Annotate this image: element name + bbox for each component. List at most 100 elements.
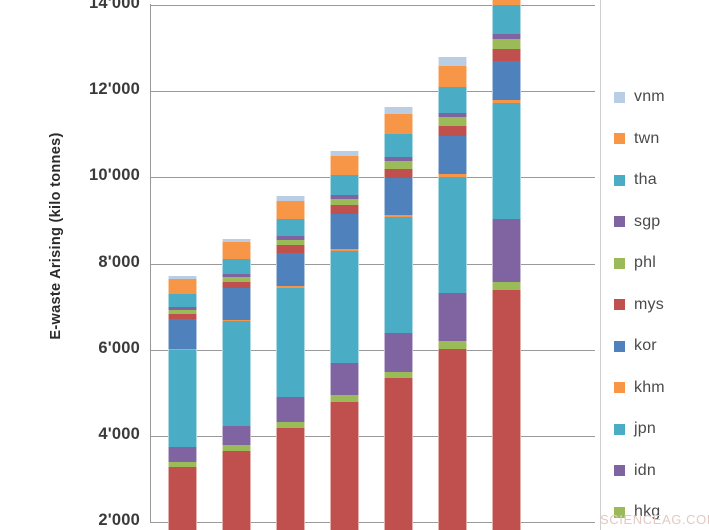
bar-segment-jpn[interactable] (222, 321, 251, 427)
legend-item-kor[interactable]: kor (614, 337, 657, 355)
bar-segment-khm[interactable] (492, 99, 521, 103)
bar-segment-twn[interactable] (168, 278, 197, 295)
bar-segment-kor[interactable] (276, 252, 305, 286)
bar-segment-idn[interactable] (276, 396, 305, 422)
bar-segment-kor[interactable] (384, 178, 413, 215)
bar-segment-jpn[interactable] (276, 287, 305, 397)
bar-segment-kor[interactable] (492, 60, 521, 100)
bar-segment-kor[interactable] (222, 288, 251, 320)
bar-5[interactable] (384, 107, 413, 530)
legend-item-phl[interactable]: phl (614, 254, 656, 272)
bar-segment-kor[interactable] (168, 319, 197, 350)
bar-segment-idn[interactable] (330, 363, 359, 396)
bar-1[interactable] (168, 276, 197, 530)
legend-item-twn[interactable]: twn (614, 130, 660, 148)
legend-item-khm[interactable]: khm (614, 379, 665, 397)
bar-segment-tha[interactable] (222, 259, 251, 274)
bar-segment-jpn[interactable] (438, 177, 467, 294)
bar-segment-hkg[interactable] (276, 421, 305, 428)
legend-item-idn[interactable]: idn (614, 462, 656, 480)
bar-segment-hkg[interactable] (168, 461, 197, 467)
bar-segment-vnm[interactable] (222, 239, 251, 243)
bar-segment-vnm[interactable] (438, 57, 467, 67)
bar-segment-khm[interactable] (222, 319, 251, 322)
bar-segment-tha[interactable] (384, 134, 413, 157)
legend-item-sgp[interactable]: sgp (614, 213, 660, 231)
bar-segment-phl[interactable] (276, 239, 305, 246)
bar-segment-chn[interactable] (168, 466, 197, 530)
bar-segment-chn[interactable] (276, 428, 305, 530)
bar-2[interactable] (222, 239, 251, 530)
bar-segment-idn[interactable] (168, 447, 197, 462)
bar-segment-jpn[interactable] (330, 250, 359, 364)
bar-segment-khm[interactable] (276, 285, 305, 288)
legend-item-tha[interactable]: tha (614, 171, 657, 189)
bar-segment-mys[interactable] (492, 49, 521, 61)
bar-segment-sgp[interactable] (438, 112, 467, 118)
bar-segment-tha[interactable] (438, 86, 467, 113)
bar-segment-twn[interactable] (222, 242, 251, 260)
legend-item-jpn[interactable]: jpn (614, 420, 656, 438)
bar-segment-vnm[interactable] (384, 107, 413, 115)
bar-segment-chn[interactable] (438, 348, 467, 530)
bar-segment-sgp[interactable] (330, 194, 359, 200)
bar-segment-jpn[interactable] (168, 350, 197, 448)
bar-segment-idn[interactable] (222, 426, 251, 446)
bar-segment-phl[interactable] (384, 161, 413, 169)
bar-segment-sgp[interactable] (222, 273, 251, 278)
bar-segment-hkg[interactable] (330, 395, 359, 402)
bar-segment-idn[interactable] (438, 293, 467, 342)
bar-segment-mys[interactable] (438, 125, 467, 137)
bar-segment-phl[interactable] (492, 39, 521, 50)
legend-item-hkg[interactable]: hkg (614, 503, 660, 521)
bar-segment-kor[interactable] (330, 214, 359, 249)
bar-segment-mys[interactable] (168, 313, 197, 320)
bar-segment-twn[interactable] (276, 200, 305, 219)
bar-segment-twn[interactable] (438, 66, 467, 87)
bar-segment-hkg[interactable] (222, 445, 251, 451)
bar-segment-mys[interactable] (222, 281, 251, 289)
bar-segment-tha[interactable] (168, 294, 197, 307)
bar-segment-twn[interactable] (384, 114, 413, 135)
bar-segment-tha[interactable] (492, 4, 521, 35)
bar-segment-phl[interactable] (168, 310, 197, 314)
legend-item-vnm[interactable]: vnm (614, 88, 665, 106)
bar-segment-twn[interactable] (330, 156, 359, 176)
bar-segment-jpn[interactable] (384, 217, 413, 333)
bar-segment-sgp[interactable] (384, 156, 413, 162)
bar-segment-tha[interactable] (330, 175, 359, 195)
bar-segment-kor[interactable] (438, 136, 467, 175)
bar-3[interactable] (276, 196, 305, 530)
bar-segment-vnm[interactable] (276, 196, 305, 201)
bar-segment-khm[interactable] (330, 248, 359, 251)
bar-segment-chn[interactable] (384, 378, 413, 530)
bar-7[interactable] (492, 0, 521, 530)
bar-segment-hkg[interactable] (492, 281, 521, 290)
bar-segment-phl[interactable] (438, 117, 467, 126)
bar-segment-twn[interactable] (492, 0, 521, 5)
bar-segment-sgp[interactable] (168, 306, 197, 310)
bar-segment-sgp[interactable] (276, 235, 305, 240)
bar-segment-idn[interactable] (492, 219, 521, 282)
bar-segment-phl[interactable] (222, 277, 251, 282)
bar-segment-phl[interactable] (330, 199, 359, 206)
bar-segment-mys[interactable] (330, 205, 359, 215)
bar-segment-chn[interactable] (222, 450, 251, 530)
bar-segment-chn[interactable] (330, 401, 359, 530)
bar-segment-khm[interactable] (168, 349, 197, 351)
bar-segment-vnm[interactable] (330, 150, 359, 157)
bar-segment-vnm[interactable] (168, 276, 197, 279)
bar-segment-khm[interactable] (438, 174, 467, 178)
bar-4[interactable] (330, 150, 359, 530)
bar-segment-khm[interactable] (384, 214, 413, 218)
legend-item-mys[interactable]: mys (614, 296, 664, 314)
bar-segment-idn[interactable] (384, 332, 413, 372)
bar-segment-hkg[interactable] (438, 341, 467, 349)
bar-segment-hkg[interactable] (384, 371, 413, 379)
bar-segment-sgp[interactable] (492, 34, 521, 40)
bar-segment-jpn[interactable] (492, 102, 521, 220)
bar-segment-mys[interactable] (384, 168, 413, 179)
bar-segment-mys[interactable] (276, 245, 305, 253)
bar-6[interactable] (438, 57, 467, 530)
bar-segment-chn[interactable] (492, 289, 521, 530)
